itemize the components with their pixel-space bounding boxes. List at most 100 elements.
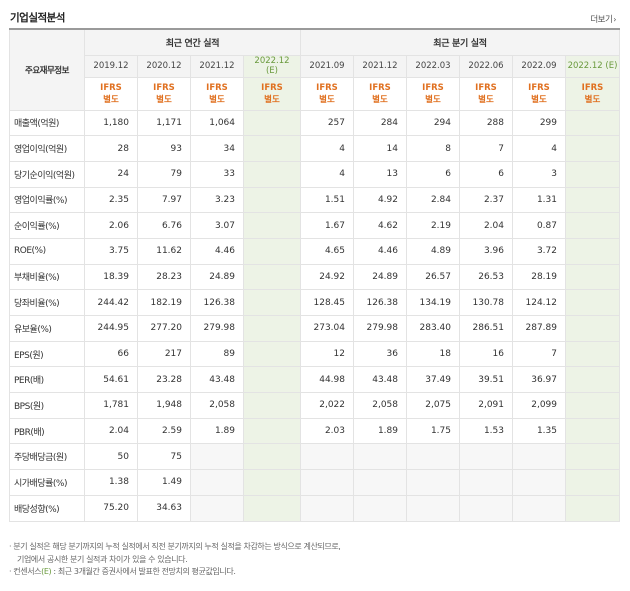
row-label: 영업이익(억원)	[9, 135, 85, 162]
ifrs-basis-header: IFRS 별도	[353, 76, 407, 111]
row-header: 주요재무정보	[9, 28, 85, 111]
table-cell	[300, 443, 354, 471]
table-cell: 2.03	[300, 417, 354, 445]
table-cell: 2.06	[84, 212, 138, 239]
ifrs-type-label: 별도	[425, 94, 441, 105]
table-cell: 18	[406, 340, 460, 368]
table-cell: 294	[406, 109, 460, 137]
table-cell	[565, 263, 620, 291]
table-cell	[243, 366, 301, 394]
financial-summary-table: 주요재무정보 최근 연간 실적 최근 분기 실적 2019.12 2020.12…	[9, 28, 620, 522]
table-cell: 2.37	[459, 186, 513, 214]
table-cell: 12	[300, 340, 354, 368]
table-cell: 24.89	[190, 263, 244, 291]
table-row: 영업이익률(%) 2.35 7.97 3.23 1.51 4.92 2.84 2.37 1.31	[9, 186, 620, 214]
table-cell	[565, 289, 620, 316]
table-cell: 7.97	[137, 186, 191, 214]
period-header: 2021.09	[300, 54, 354, 78]
period-header: 2019.12	[84, 54, 138, 78]
table-cell: 1.51	[300, 186, 354, 214]
table-cell	[353, 494, 407, 522]
table-cell: 2,022	[300, 392, 354, 419]
table-cell	[565, 135, 620, 162]
table-cell	[243, 160, 301, 188]
table-cell: 11.62	[137, 237, 191, 265]
table-cell: 24.92	[300, 263, 354, 291]
table-cell: 1.75	[406, 417, 460, 445]
table-cell: 2,075	[406, 392, 460, 419]
table-cell: 1,171	[137, 109, 191, 137]
table-cell: 286.51	[459, 315, 513, 342]
table-cell: 1,064	[190, 109, 244, 137]
table-cell: 24.89	[353, 263, 407, 291]
table-cell	[243, 469, 301, 496]
table-cell: 2.19	[406, 212, 460, 239]
table-cell: 4	[300, 160, 354, 188]
table-cell: 36	[353, 340, 407, 368]
ifrs-basis-header: IFRS 별도	[459, 76, 513, 111]
table-cell: 16	[459, 340, 513, 368]
ifrs-basis-header: IFRS 별도	[406, 76, 460, 111]
table-cell: 6	[459, 160, 513, 188]
footnotes: · 분기 실적은 해당 분기까지의 누적 실적에서 직전 분기까지의 누적 실적…	[9, 541, 624, 579]
period-header: 2022.06	[459, 54, 513, 78]
section-title: 기업실적분석	[10, 12, 65, 24]
ifrs-basis-header: IFRS 별도	[137, 76, 191, 111]
table-cell	[459, 443, 513, 471]
table-cell: 54.61	[84, 366, 138, 394]
table-row: 시가배당률(%) 1.38 1.49	[9, 469, 620, 496]
ifrs-label: IFRS	[153, 82, 175, 93]
footnote-line: · 컨센서스(E) : 최근 3개월간 증권사에서 발표한 전망치의 평균값입니…	[9, 566, 624, 579]
table-cell	[565, 237, 620, 265]
table-cell	[190, 469, 244, 496]
table-cell: 23.28	[137, 366, 191, 394]
ifrs-type-label: 별도	[584, 94, 601, 105]
table-cell	[565, 494, 620, 522]
ifrs-label: IFRS	[581, 82, 604, 93]
table-row: 당기순이익(억원) 24 79 33 4 13 6 6 3	[9, 160, 620, 188]
section-header: 기업실적분석 더보기›	[10, 4, 624, 26]
table-cell	[565, 392, 620, 419]
table-cell: 126.38	[353, 289, 407, 316]
chevron-right-icon: ›	[613, 15, 616, 24]
ifrs-type-label: 별도	[372, 94, 388, 105]
table-cell: 134.19	[406, 289, 460, 316]
table-cell	[512, 469, 566, 496]
table-cell: 2,091	[459, 392, 513, 419]
table-cell: 4.65	[300, 237, 354, 265]
table-cell	[512, 494, 566, 522]
table-cell: 2.84	[406, 186, 460, 214]
table-cell: 128.45	[300, 289, 354, 316]
table-cell: 43.48	[190, 366, 244, 394]
table-cell	[243, 494, 301, 522]
table-cell: 1,781	[84, 392, 138, 419]
table-cell: 4.46	[353, 237, 407, 265]
table-cell	[243, 237, 301, 265]
table-cell: 93	[137, 135, 191, 162]
ifrs-type-label: 별도	[264, 94, 280, 105]
row-label: ROE(%)	[9, 237, 85, 265]
table-cell: 1.53	[459, 417, 513, 445]
table-cell	[243, 212, 301, 239]
table-cell: 2,099	[512, 392, 566, 419]
table-cell	[406, 494, 460, 522]
table-row: 배당성향(%) 75.20 34.63	[9, 494, 620, 522]
table-cell	[459, 494, 513, 522]
table-cell: 2,058	[353, 392, 407, 419]
table-cell	[353, 469, 407, 496]
table-row: 영업이익(억원) 28 93 34 4 14 8 7 4	[9, 135, 620, 162]
table-cell: 28.19	[512, 263, 566, 291]
ifrs-basis-header: IFRS 별도	[300, 76, 354, 111]
table-cell	[243, 315, 301, 342]
ifrs-label: IFRS	[316, 82, 338, 93]
period-header: 2022.09	[512, 54, 566, 78]
more-link[interactable]: 더보기›	[590, 13, 616, 25]
table-cell: 26.53	[459, 263, 513, 291]
period-header-estimate: 2022.12 (E)	[243, 54, 301, 78]
row-label: 주당배당금(원)	[9, 443, 85, 471]
table-row: 당좌비율(%) 244.42 182.19 126.38 128.45 126.38 134…	[9, 289, 620, 316]
table-cell	[565, 160, 620, 188]
table-cell	[190, 443, 244, 471]
table-cell: 2.59	[137, 417, 191, 445]
row-label: 유보율(%)	[9, 315, 85, 342]
